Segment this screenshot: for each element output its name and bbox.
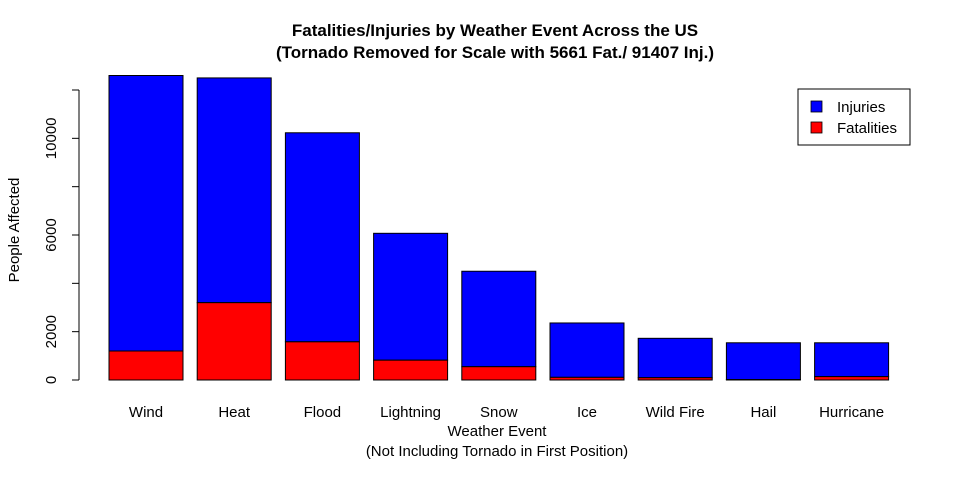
x-axis-label: Weather Event (448, 423, 548, 440)
bar-injuries-hail (725, 342, 801, 381)
legend-swatch-injuries (810, 100, 823, 113)
bar-injuries-hurricane (814, 342, 890, 378)
x-axis-labels: Wind Heat Flood Lightning Snow Ice Wild Fire Ha… (129, 404, 884, 421)
x-tick-label-hurricane: Hurricane (819, 404, 884, 421)
y-tick-label: 6000 (43, 218, 60, 251)
legend-label-fatalities: Fatalities (837, 120, 897, 137)
legend-label-injuries: Injuries (837, 99, 885, 116)
y-axis-label: People Affected (6, 178, 23, 283)
y-axis: 0 2000 6000 10000 (43, 89, 80, 384)
bars (108, 75, 890, 381)
bar-injuries-wind (108, 75, 184, 352)
x-tick-label-lightning: Lightning (380, 404, 441, 421)
x-tick-label-wind: Wind (129, 404, 163, 421)
y-tick-label: 2000 (43, 315, 60, 348)
bar-fatalities-hurricane (814, 376, 890, 381)
bar-injuries-snow (461, 270, 537, 368)
x-tick-label-flood: Flood (304, 404, 342, 421)
legend: Injuries Fatalities (797, 88, 911, 146)
x-tick-label-wild-fire: Wild Fire (646, 404, 705, 421)
y-tick-label: 0 (43, 376, 60, 384)
bar-injuries-ice (549, 322, 625, 378)
bar-injuries-lightning (373, 232, 449, 361)
x-tick-label-heat: Heat (218, 404, 251, 421)
legend-swatch-fatalities (810, 121, 823, 134)
legend-box (797, 88, 911, 146)
chart-title: Fatalities/Injuries by Weather Event Acr… (292, 21, 698, 40)
x-tick-label-ice: Ice (577, 404, 597, 421)
bar-fatalities-wild-fire (637, 377, 713, 381)
bar-injuries-wild-fire (637, 337, 713, 379)
chart-subtitle: (Tornado Removed for Scale with 5661 Fat… (276, 43, 714, 62)
x-tick-label-snow: Snow (480, 404, 518, 421)
x-axis-sublabel: (Not Including Tornado in First Position… (366, 443, 628, 460)
bar-fatalities-lightning (373, 359, 449, 381)
x-tick-label-hail: Hail (750, 404, 776, 421)
bar-fatalities-heat (196, 302, 272, 381)
bar-fatalities-snow (461, 366, 537, 381)
bar-fatalities-ice (549, 376, 625, 381)
y-tick-label: 10000 (43, 117, 60, 159)
bar-injuries-flood (284, 132, 360, 343)
bar-injuries-heat (196, 77, 272, 304)
bar-fatalities-wind (108, 350, 184, 381)
bar-fatalities-flood (284, 341, 360, 381)
